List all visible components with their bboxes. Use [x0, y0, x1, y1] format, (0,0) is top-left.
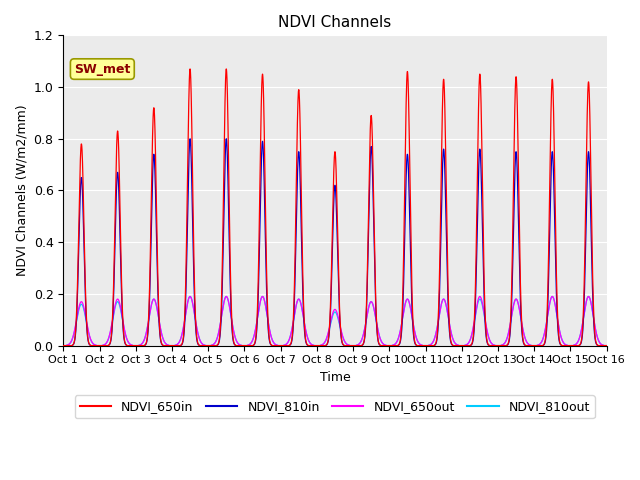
Text: SW_met: SW_met: [74, 62, 131, 75]
Title: NDVI Channels: NDVI Channels: [278, 15, 392, 30]
Legend: NDVI_650in, NDVI_810in, NDVI_650out, NDVI_810out: NDVI_650in, NDVI_810in, NDVI_650out, NDV…: [75, 396, 595, 418]
Y-axis label: NDVI Channels (W/m2/mm): NDVI Channels (W/m2/mm): [15, 105, 28, 276]
X-axis label: Time: Time: [319, 371, 350, 384]
